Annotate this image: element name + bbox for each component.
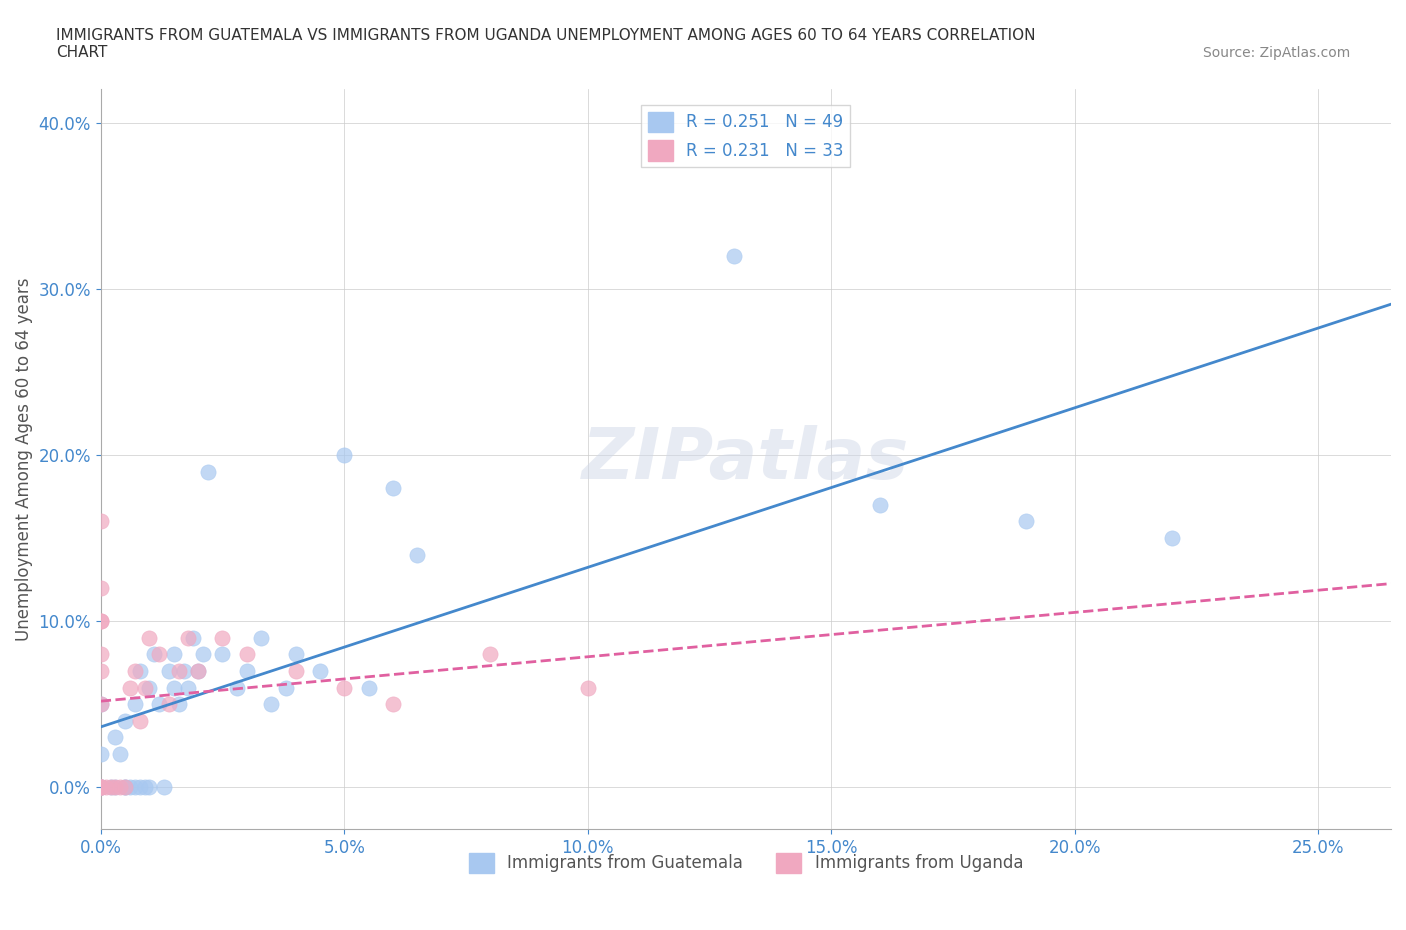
Point [284,647,307,662]
Point [236,647,259,662]
Point [173,663,195,678]
Point [114,780,136,795]
Text: ZIPatlas: ZIPatlas [582,425,910,494]
Point [128,713,150,728]
Point [90,780,112,795]
Point [1015,514,1038,529]
Point [211,631,233,645]
Point [128,780,150,795]
Point [274,680,297,695]
Point [1161,531,1184,546]
Point [124,697,146,711]
Point [576,680,599,695]
Point [114,780,136,795]
Point [100,780,122,795]
Point [148,647,170,662]
Point [187,663,209,678]
Point [869,498,891,512]
Point [90,580,112,595]
Point [177,631,200,645]
Point [114,780,136,795]
Point [90,647,112,662]
Point [284,663,307,678]
Point [191,647,214,662]
Point [250,631,273,645]
Point [90,663,112,678]
Point [148,697,170,711]
Point [138,780,160,795]
Point [90,780,112,795]
Point [94,780,117,795]
Point [177,680,200,695]
Point [381,697,404,711]
Point [90,780,112,795]
Legend: Immigrants from Guatemala, Immigrants from Uganda: Immigrants from Guatemala, Immigrants fr… [463,846,1029,880]
Point [114,713,136,728]
Point [167,697,190,711]
Point [479,647,502,662]
Point [197,464,219,479]
Point [167,663,190,678]
Point [163,647,186,662]
Point [333,447,356,462]
Point [90,780,112,795]
Point [236,663,259,678]
Y-axis label: Unemployment Among Ages 60 to 64 years: Unemployment Among Ages 60 to 64 years [15,277,32,641]
Point [90,697,112,711]
Text: IMMIGRANTS FROM GUATEMALA VS IMMIGRANTS FROM UGANDA UNEMPLOYMENT AMONG AGES 60 T: IMMIGRANTS FROM GUATEMALA VS IMMIGRANTS … [56,28,1036,60]
Point [134,680,156,695]
Point [104,780,127,795]
Point [90,514,112,529]
Text: Source: ZipAtlas.com: Source: ZipAtlas.com [1202,46,1350,60]
Point [138,680,160,695]
Point [723,248,745,263]
Point [124,663,146,678]
Point [90,747,112,762]
Point [157,663,180,678]
Point [211,647,233,662]
Point [110,780,132,795]
Point [163,680,186,695]
Point [260,697,283,711]
Point [138,631,160,645]
Point [100,780,122,795]
Point [118,680,141,695]
Point [134,780,156,795]
Point [357,680,380,695]
Point [118,780,141,795]
Point [181,631,204,645]
Point [110,747,132,762]
Point [90,697,112,711]
Point [406,547,429,562]
Point [187,663,209,678]
Point [153,780,176,795]
Point [124,780,146,795]
Point [226,680,249,695]
Point [157,697,180,711]
Point [333,680,356,695]
Point [309,663,332,678]
Point [128,663,150,678]
Point [90,780,112,795]
Point [90,780,112,795]
Point [104,730,127,745]
Point [143,647,166,662]
Point [90,780,112,795]
Point [90,614,112,629]
Point [104,780,127,795]
Point [90,614,112,629]
Point [381,481,404,496]
